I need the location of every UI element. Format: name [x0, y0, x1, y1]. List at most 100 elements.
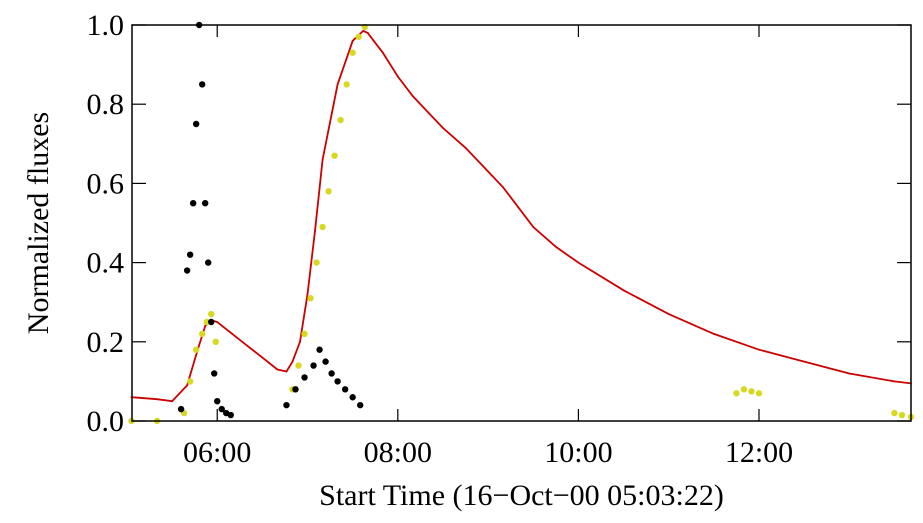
data-point: [227, 411, 234, 419]
data-point: [307, 295, 314, 302]
data-point: [349, 394, 356, 401]
data-point: [261, 356, 264, 359]
data-point: [301, 374, 308, 381]
data-point: [487, 170, 490, 173]
x-tick-label: 10:00: [544, 436, 612, 469]
data-point: [186, 378, 194, 385]
data-point: [171, 400, 173, 403]
data-point: [306, 293, 309, 296]
data-point: [211, 370, 218, 377]
data-point: [192, 346, 200, 353]
data-point: [532, 226, 535, 228]
data-point: [295, 362, 302, 369]
data-point: [285, 370, 288, 373]
data-point: [891, 409, 898, 417]
data-point: [337, 116, 344, 124]
data-point: [362, 30, 365, 32]
data-point: [740, 386, 748, 393]
data-point: [208, 310, 215, 318]
data-point: [301, 330, 308, 338]
data-point: [189, 200, 197, 207]
x-axis-title: Start Time (16−Oct−00 05:03:22): [319, 479, 724, 512]
y-tick-label: 1.0: [87, 9, 125, 42]
y-tick-label: 0.4: [87, 247, 125, 280]
data-point: [351, 39, 354, 42]
data-point: [214, 398, 221, 405]
data-point: [203, 318, 210, 326]
data-point: [748, 388, 755, 395]
series-2: [177, 21, 364, 419]
data-point: [246, 344, 249, 347]
data-point: [396, 75, 399, 78]
data-point: [299, 340, 301, 343]
data-point: [208, 318, 215, 326]
data-point: [803, 360, 806, 363]
data-point: [331, 152, 338, 159]
data-point: [502, 186, 505, 189]
data-point: [310, 362, 317, 369]
series-1: [128, 23, 915, 425]
data-point: [212, 338, 219, 345]
data-point: [313, 259, 320, 266]
y-tick-label: 0.6: [87, 167, 125, 200]
x-tick-label: 12:00: [725, 436, 793, 469]
data-point: [291, 360, 294, 363]
data-point: [276, 368, 279, 371]
data-point: [848, 372, 851, 375]
plot-frame: [131, 24, 912, 422]
data-point: [201, 200, 209, 207]
series-layer: [128, 21, 915, 425]
data-point: [198, 330, 206, 338]
data-point: [292, 386, 299, 393]
y-tick-label: 0.2: [87, 326, 125, 359]
series-0: [130, 29, 912, 403]
data-point: [314, 230, 316, 232]
data-point: [325, 188, 332, 195]
data-point: [712, 332, 715, 335]
data-point: [755, 390, 763, 397]
data-point: [192, 120, 200, 128]
data-point: [464, 146, 467, 149]
data-point: [381, 51, 384, 54]
data-point: [186, 251, 194, 258]
data-point: [328, 370, 335, 377]
data-point: [622, 289, 625, 292]
data-point: [411, 95, 414, 98]
y-tick-label: 0.8: [87, 88, 125, 121]
data-point: [898, 411, 906, 419]
data-point: [218, 405, 225, 413]
data-point: [204, 325, 207, 327]
tick-layer: 06:00 08:00 10:00 12:00 0.0 0.2 0.4 0.6 0.8 1.0: [87, 9, 911, 469]
data-point: [336, 83, 339, 86]
data-point: [356, 401, 364, 409]
data-point: [733, 390, 740, 397]
y-axis-title: Normalized fluxes: [22, 112, 55, 334]
data-point: [517, 206, 520, 209]
data-point: [758, 348, 760, 351]
data-point: [442, 127, 444, 129]
x-tick-label: 08:00: [364, 436, 432, 469]
data-point: [322, 358, 329, 365]
data-point: [198, 81, 206, 88]
data-point: [355, 33, 362, 41]
data-point: [156, 398, 158, 401]
data-point: [341, 386, 349, 393]
data-point: [427, 111, 429, 114]
data-point: [321, 158, 324, 161]
y-tick-label: 0.0: [87, 405, 125, 438]
data-point: [366, 32, 369, 34]
data-point: [316, 346, 323, 353]
series-line: [131, 29, 912, 403]
data-point: [349, 49, 356, 56]
data-point: [554, 245, 557, 248]
data-point: [343, 81, 350, 88]
data-point: [177, 405, 185, 413]
x-tick-label: 06:00: [183, 436, 251, 469]
data-point: [319, 223, 326, 231]
data-point: [283, 401, 290, 409]
data-point: [231, 332, 234, 335]
data-point: [893, 380, 896, 383]
data-point: [577, 261, 580, 264]
data-point: [334, 378, 341, 385]
